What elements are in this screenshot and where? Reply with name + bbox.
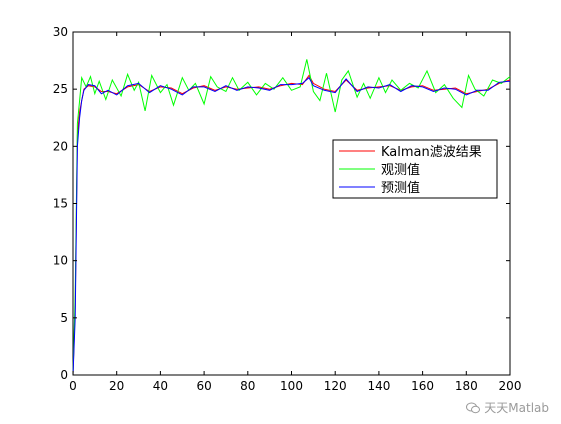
series-layer <box>72 59 511 376</box>
x-tick-label: 160 <box>411 379 434 393</box>
y-tick-label: 0 <box>60 368 68 382</box>
x-tick-label: 0 <box>69 379 77 393</box>
y-tick-label: 30 <box>53 25 68 39</box>
watermark-text: 天天Matlab <box>484 401 549 415</box>
y-tick-label: 15 <box>53 197 68 211</box>
legend-label: Kalman滤波结果 <box>381 145 482 160</box>
series-line-1 <box>72 74 511 376</box>
x-tick-label: 60 <box>196 379 211 393</box>
y-tick-label: 5 <box>60 311 68 325</box>
watermark: 天天Matlab <box>464 399 551 416</box>
x-tick-label: 40 <box>153 379 168 393</box>
x-tick-label: 120 <box>324 379 347 393</box>
series-line-2 <box>72 59 511 376</box>
x-tick-label: 180 <box>455 379 478 393</box>
x-tick-label: 20 <box>109 379 124 393</box>
x-tick-label: 200 <box>499 379 522 393</box>
x-tick-label: 100 <box>280 379 303 393</box>
wechat-icon <box>466 402 481 413</box>
y-tick-label: 10 <box>53 254 68 268</box>
x-tick-label: 140 <box>367 379 390 393</box>
x-tick-label: 80 <box>240 379 255 393</box>
y-tick-label: 20 <box>53 139 68 153</box>
legend-label: 观测值 <box>381 162 420 178</box>
legend-label: 预测值 <box>381 180 420 196</box>
axes: 0 20 40 60 80 100 120 140 160 180 200 0 5 10 15 20 25 30 <box>53 25 522 393</box>
y-tick-label: 25 <box>53 82 68 96</box>
series-line-3 <box>72 76 511 376</box>
